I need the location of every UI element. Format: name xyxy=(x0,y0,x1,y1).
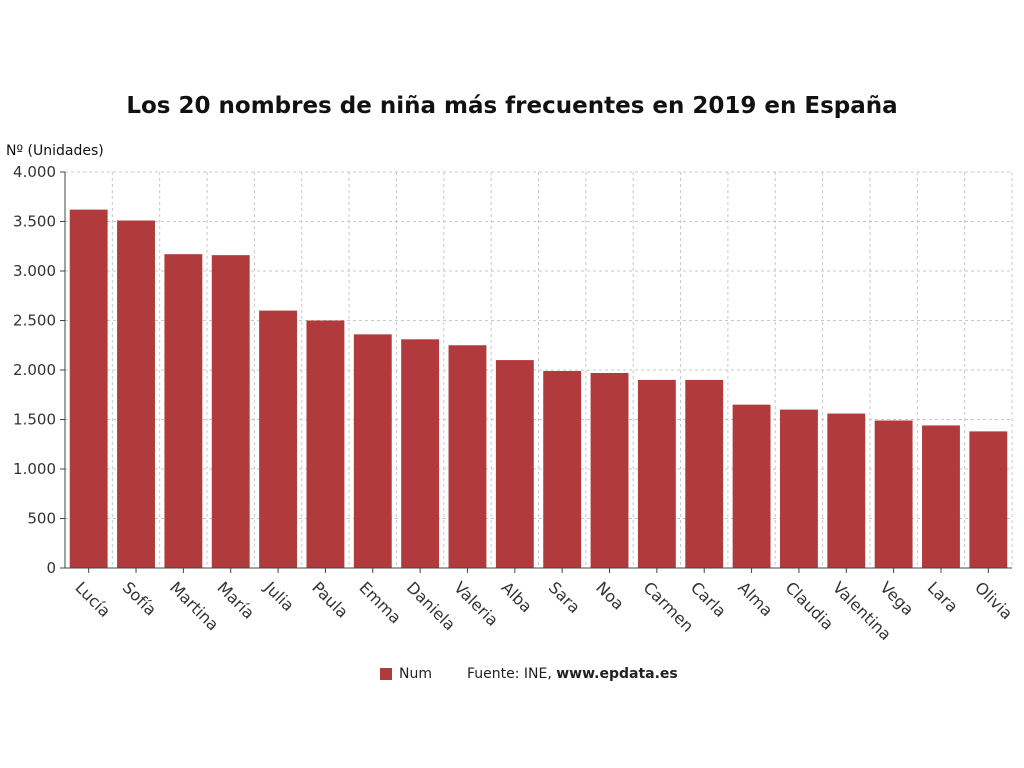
bar-valentina xyxy=(827,413,866,568)
x-tick-label: Vega xyxy=(876,578,917,619)
y-tick-label: 3.000 xyxy=(13,262,56,280)
y-tick-label: 4.000 xyxy=(13,163,56,181)
bar-vega xyxy=(874,420,913,568)
legend: Num Fuente: INE, www.epdata.es xyxy=(380,666,678,682)
grid-lines xyxy=(65,171,1013,568)
legend-swatch xyxy=(380,668,392,680)
x-tick-label: Paula xyxy=(308,578,352,622)
x-tick-label: Sofía xyxy=(119,578,161,620)
x-tick-label: Lara xyxy=(924,578,962,616)
bar-olivia xyxy=(969,431,1008,568)
y-tick-label: 3.500 xyxy=(13,213,56,231)
x-tick-label: Carmen xyxy=(640,578,698,636)
bar-alba xyxy=(495,360,534,568)
x-tick-label: Sara xyxy=(545,578,584,617)
bar-noa xyxy=(590,372,629,568)
bars xyxy=(69,209,1008,569)
axes xyxy=(60,171,1012,573)
source-prefix: Fuente: INE, xyxy=(466,666,557,682)
x-tick-label: Martina xyxy=(166,578,222,634)
x-tick-label: Claudia xyxy=(782,578,838,634)
y-tick-label: 1.500 xyxy=(13,411,56,429)
x-tick-label: Daniela xyxy=(403,578,459,634)
y-tick-label: 1.000 xyxy=(13,460,56,478)
bar-alma xyxy=(732,404,771,568)
x-tick-label: Alba xyxy=(498,578,536,616)
x-tick-label: Olivia xyxy=(971,578,1016,623)
bar-lara xyxy=(922,425,960,568)
y-axis-title: Nº (Unidades) xyxy=(6,143,104,159)
y-tick-label: 2.500 xyxy=(13,312,56,330)
legend-label: Num xyxy=(399,666,432,682)
chart-title: Los 20 nombres de niña más frecuentes en… xyxy=(126,93,898,119)
source-note: Fuente: INE, www.epdata.es xyxy=(467,666,678,682)
bar-carmen xyxy=(637,379,676,568)
x-tick-label: Alma xyxy=(734,578,776,620)
x-tick-label: Noa xyxy=(592,578,628,614)
x-tick-label: Carla xyxy=(687,578,730,621)
source-site: www.epdata.es xyxy=(556,666,678,682)
x-tick-label: Lucía xyxy=(71,578,114,621)
bar-claudia xyxy=(779,409,818,568)
bar-martina xyxy=(164,254,203,569)
x-tick-label: María xyxy=(213,578,258,623)
x-tick-label: Julia xyxy=(260,577,298,615)
bar-lucia xyxy=(69,209,108,568)
bar-sofia xyxy=(117,220,155,568)
bar-carla xyxy=(685,379,724,568)
y-tick-labels: 0 500 1.000 1.500 2.000 2.500 3.000 3.500 4.000 xyxy=(13,163,56,577)
bar-sara xyxy=(543,370,582,568)
y-tick-label: 500 xyxy=(27,510,56,528)
bar-julia xyxy=(259,310,298,568)
bar-daniela xyxy=(401,339,440,568)
y-tick-label: 2.000 xyxy=(13,361,56,379)
bar-paula xyxy=(306,320,345,568)
y-tick-label: 0 xyxy=(46,559,56,577)
bar-emma xyxy=(353,334,392,568)
bar-maria xyxy=(211,255,250,568)
bar-valeria xyxy=(448,345,487,568)
x-tick-label: Emma xyxy=(355,578,405,628)
